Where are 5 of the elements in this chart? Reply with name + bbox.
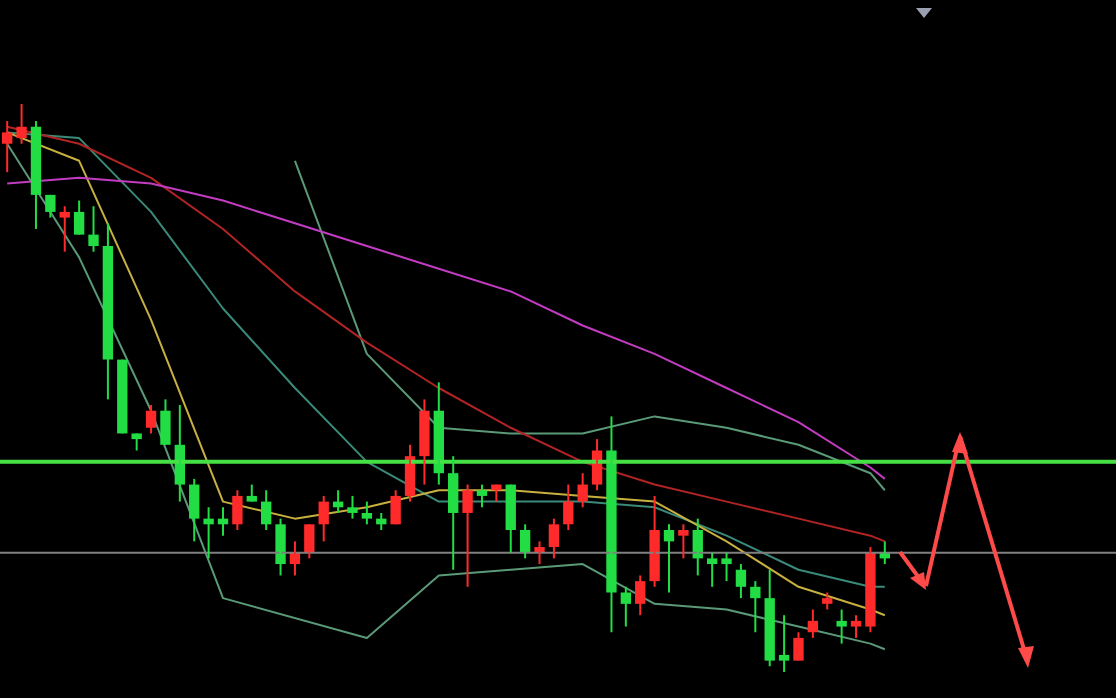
candlestick (721, 551, 732, 583)
candlestick (347, 494, 358, 520)
candlestick (678, 523, 689, 560)
candlestick (836, 608, 847, 645)
candlestick (131, 432, 142, 452)
